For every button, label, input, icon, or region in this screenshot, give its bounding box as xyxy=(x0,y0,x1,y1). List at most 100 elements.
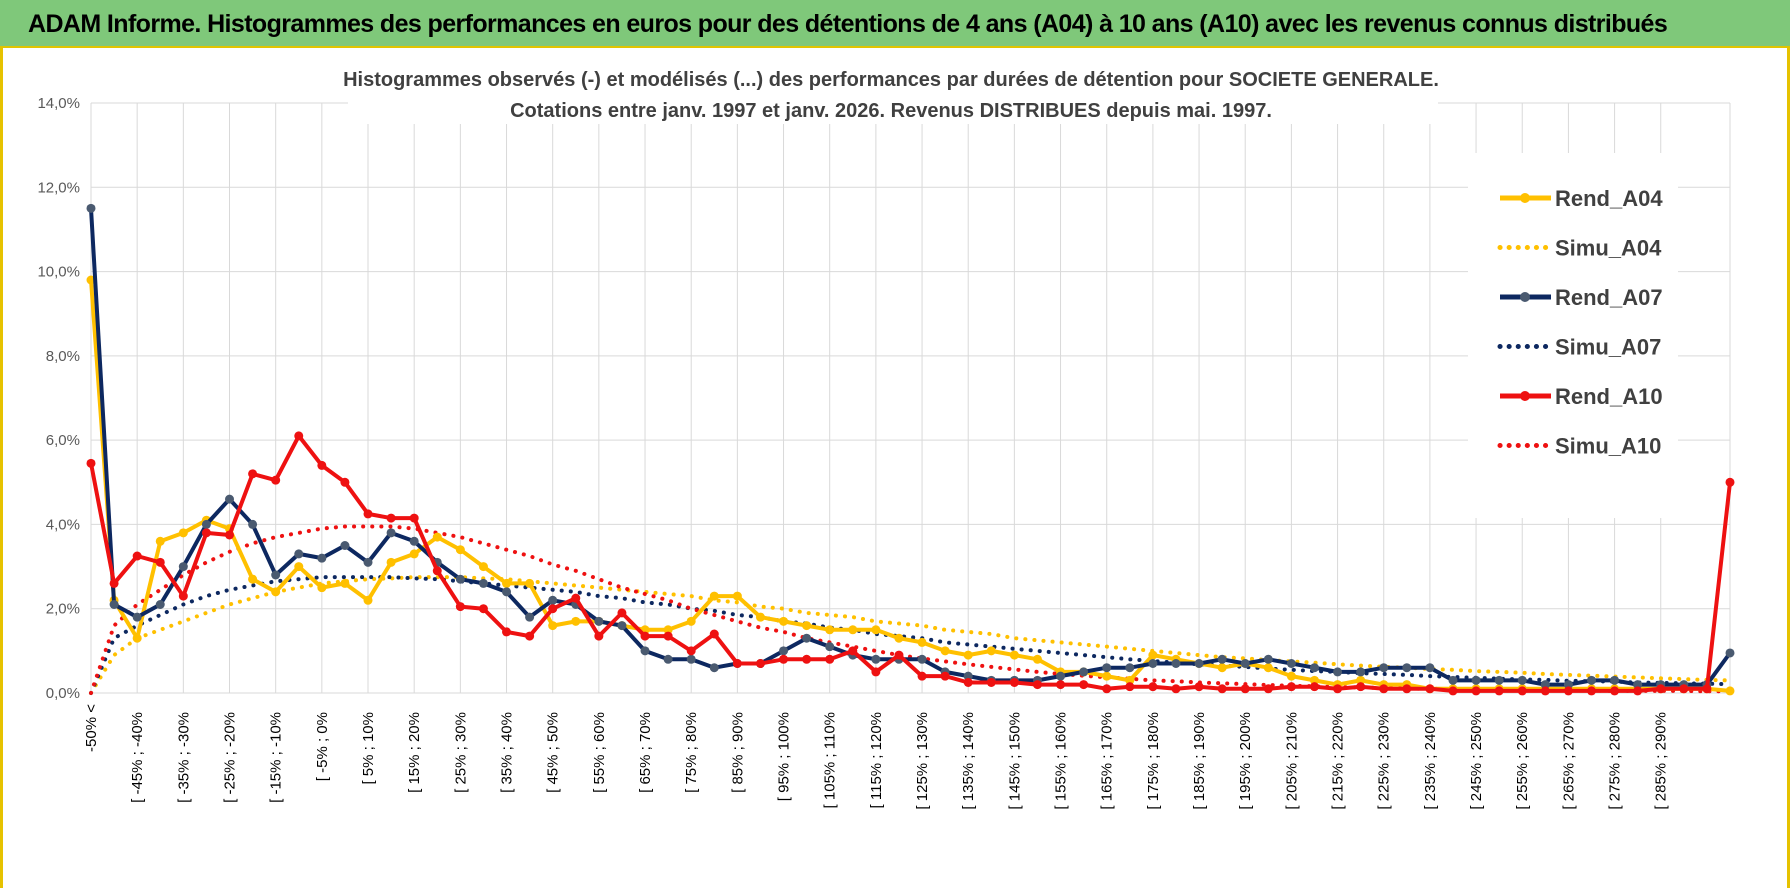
data-point xyxy=(686,616,696,626)
data-point xyxy=(1425,684,1435,694)
legend-item-simu-a10: Simu_A10 xyxy=(1497,434,1661,459)
data-point xyxy=(1240,659,1250,668)
data-point xyxy=(409,513,419,523)
data-point xyxy=(1402,663,1412,673)
report-banner: ADAM Informe. Histogrammes des performan… xyxy=(0,0,1790,48)
data-point xyxy=(201,528,211,538)
x-tick-label: [ 265% ; 270% xyxy=(1560,712,1577,810)
data-point xyxy=(1540,680,1550,690)
data-point xyxy=(963,650,973,660)
data-point xyxy=(225,530,235,540)
horizontal-gridlines xyxy=(91,102,1730,694)
data-point xyxy=(386,528,396,538)
x-axis-tick-labels: -50% < [ -45% ; -40% [ -35% ; -30% [ -25% ;… xyxy=(83,704,1670,810)
data-point xyxy=(1563,686,1573,696)
data-point xyxy=(132,551,142,561)
data-point xyxy=(640,646,650,656)
x-tick-label: -50% < xyxy=(83,704,100,752)
data-point xyxy=(1517,675,1527,685)
data-point xyxy=(1148,650,1158,660)
data-point xyxy=(1540,686,1550,696)
data-point xyxy=(640,631,650,641)
data-point xyxy=(1494,686,1504,696)
x-tick-label: [ 145% ; 150% xyxy=(1006,712,1023,810)
data-point xyxy=(178,591,188,601)
y-tick-label: 8,0% xyxy=(46,348,80,365)
data-point xyxy=(1402,684,1412,694)
data-point xyxy=(201,519,211,529)
data-point xyxy=(1725,648,1735,658)
data-point xyxy=(917,637,927,647)
data-point xyxy=(917,654,927,664)
data-point xyxy=(617,608,627,618)
data-point xyxy=(271,475,281,485)
data-point xyxy=(178,562,188,572)
data-point xyxy=(502,578,512,588)
data-point xyxy=(248,574,258,584)
data-point xyxy=(1217,684,1227,694)
legend-item-rend-a07: Rend_A07 xyxy=(1500,285,1663,310)
x-tick-label: [ -45% ; -40% xyxy=(129,712,146,803)
data-point xyxy=(1056,680,1066,690)
data-point xyxy=(1679,684,1689,694)
data-point xyxy=(225,494,235,504)
data-point xyxy=(132,612,142,622)
data-point xyxy=(1125,675,1135,685)
data-point xyxy=(871,654,881,664)
data-point xyxy=(848,625,858,635)
data-point xyxy=(963,677,973,687)
series-simu-a04 xyxy=(89,575,1732,695)
data-point xyxy=(548,595,558,605)
data-point xyxy=(317,460,327,470)
data-point xyxy=(755,612,765,622)
data-point xyxy=(802,633,812,643)
y-tick-label: 2,0% xyxy=(46,601,80,618)
x-tick-label: [ 155% ; 160% xyxy=(1053,712,1070,810)
data-point xyxy=(386,557,396,567)
x-tick-label: [ 75% ; 80% xyxy=(683,712,700,793)
data-point xyxy=(1379,663,1389,673)
data-point xyxy=(1448,675,1458,685)
data-point xyxy=(1194,659,1204,668)
x-tick-label: [ 35% ; 40% xyxy=(499,712,516,793)
x-tick-label: [ -5% ; 0% xyxy=(314,712,331,781)
x-tick-label: [ 175% ; 180% xyxy=(1145,712,1162,810)
chart-title-line-2: Cotations entre janv. 1997 et janv. 2026… xyxy=(510,100,1272,122)
x-tick-label: [ 25% ; 30% xyxy=(452,712,469,793)
data-point xyxy=(478,578,488,588)
data-point xyxy=(1102,663,1112,673)
y-tick-label: 0,0% xyxy=(46,685,80,702)
data-point xyxy=(1494,675,1504,685)
chart-legend: Rend_A04 Simu_A04 Rend_A07 Simu_A07 Rend_A10… xyxy=(1497,186,1663,459)
data-point xyxy=(1702,684,1712,694)
y-tick-label: 14,0% xyxy=(37,95,80,112)
x-tick-label: [ 275% ; 280% xyxy=(1607,712,1624,810)
data-point xyxy=(825,642,835,652)
data-point xyxy=(940,646,950,656)
data-point xyxy=(917,671,927,681)
data-point xyxy=(340,477,350,487)
data-point xyxy=(1125,682,1135,692)
data-point xyxy=(248,469,258,479)
data-point xyxy=(986,646,996,656)
data-point xyxy=(779,616,789,626)
data-point xyxy=(871,667,881,677)
data-point xyxy=(1102,671,1112,681)
data-point xyxy=(825,654,835,664)
data-point xyxy=(86,203,96,213)
series-line xyxy=(89,524,1732,695)
data-point xyxy=(432,532,442,542)
data-point xyxy=(548,621,558,631)
x-tick-label: [ 45% ; 50% xyxy=(545,712,562,793)
data-point xyxy=(525,612,535,622)
data-point xyxy=(248,519,258,529)
data-point xyxy=(709,629,719,639)
data-point xyxy=(1425,663,1435,673)
data-point xyxy=(1356,667,1366,677)
data-point xyxy=(732,591,742,601)
data-point xyxy=(409,536,419,546)
data-point xyxy=(1309,682,1319,692)
data-point xyxy=(732,659,742,668)
data-point xyxy=(1356,682,1366,692)
data-point xyxy=(571,593,581,603)
